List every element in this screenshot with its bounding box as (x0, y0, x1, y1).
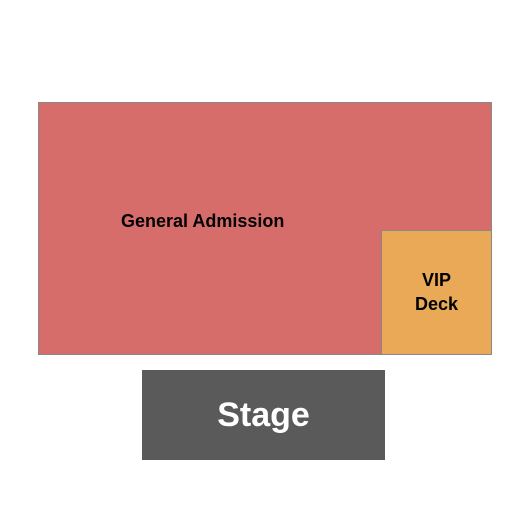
stage-label: Stage (217, 396, 310, 435)
vip-deck-section[interactable]: VIPDeck (381, 230, 492, 355)
venue-map: General Admission VIPDeck Stage (38, 102, 492, 460)
vip-deck-label: VIPDeck (415, 269, 458, 316)
general-admission-label: General Admission (121, 211, 284, 232)
stage-section: Stage (142, 370, 385, 460)
